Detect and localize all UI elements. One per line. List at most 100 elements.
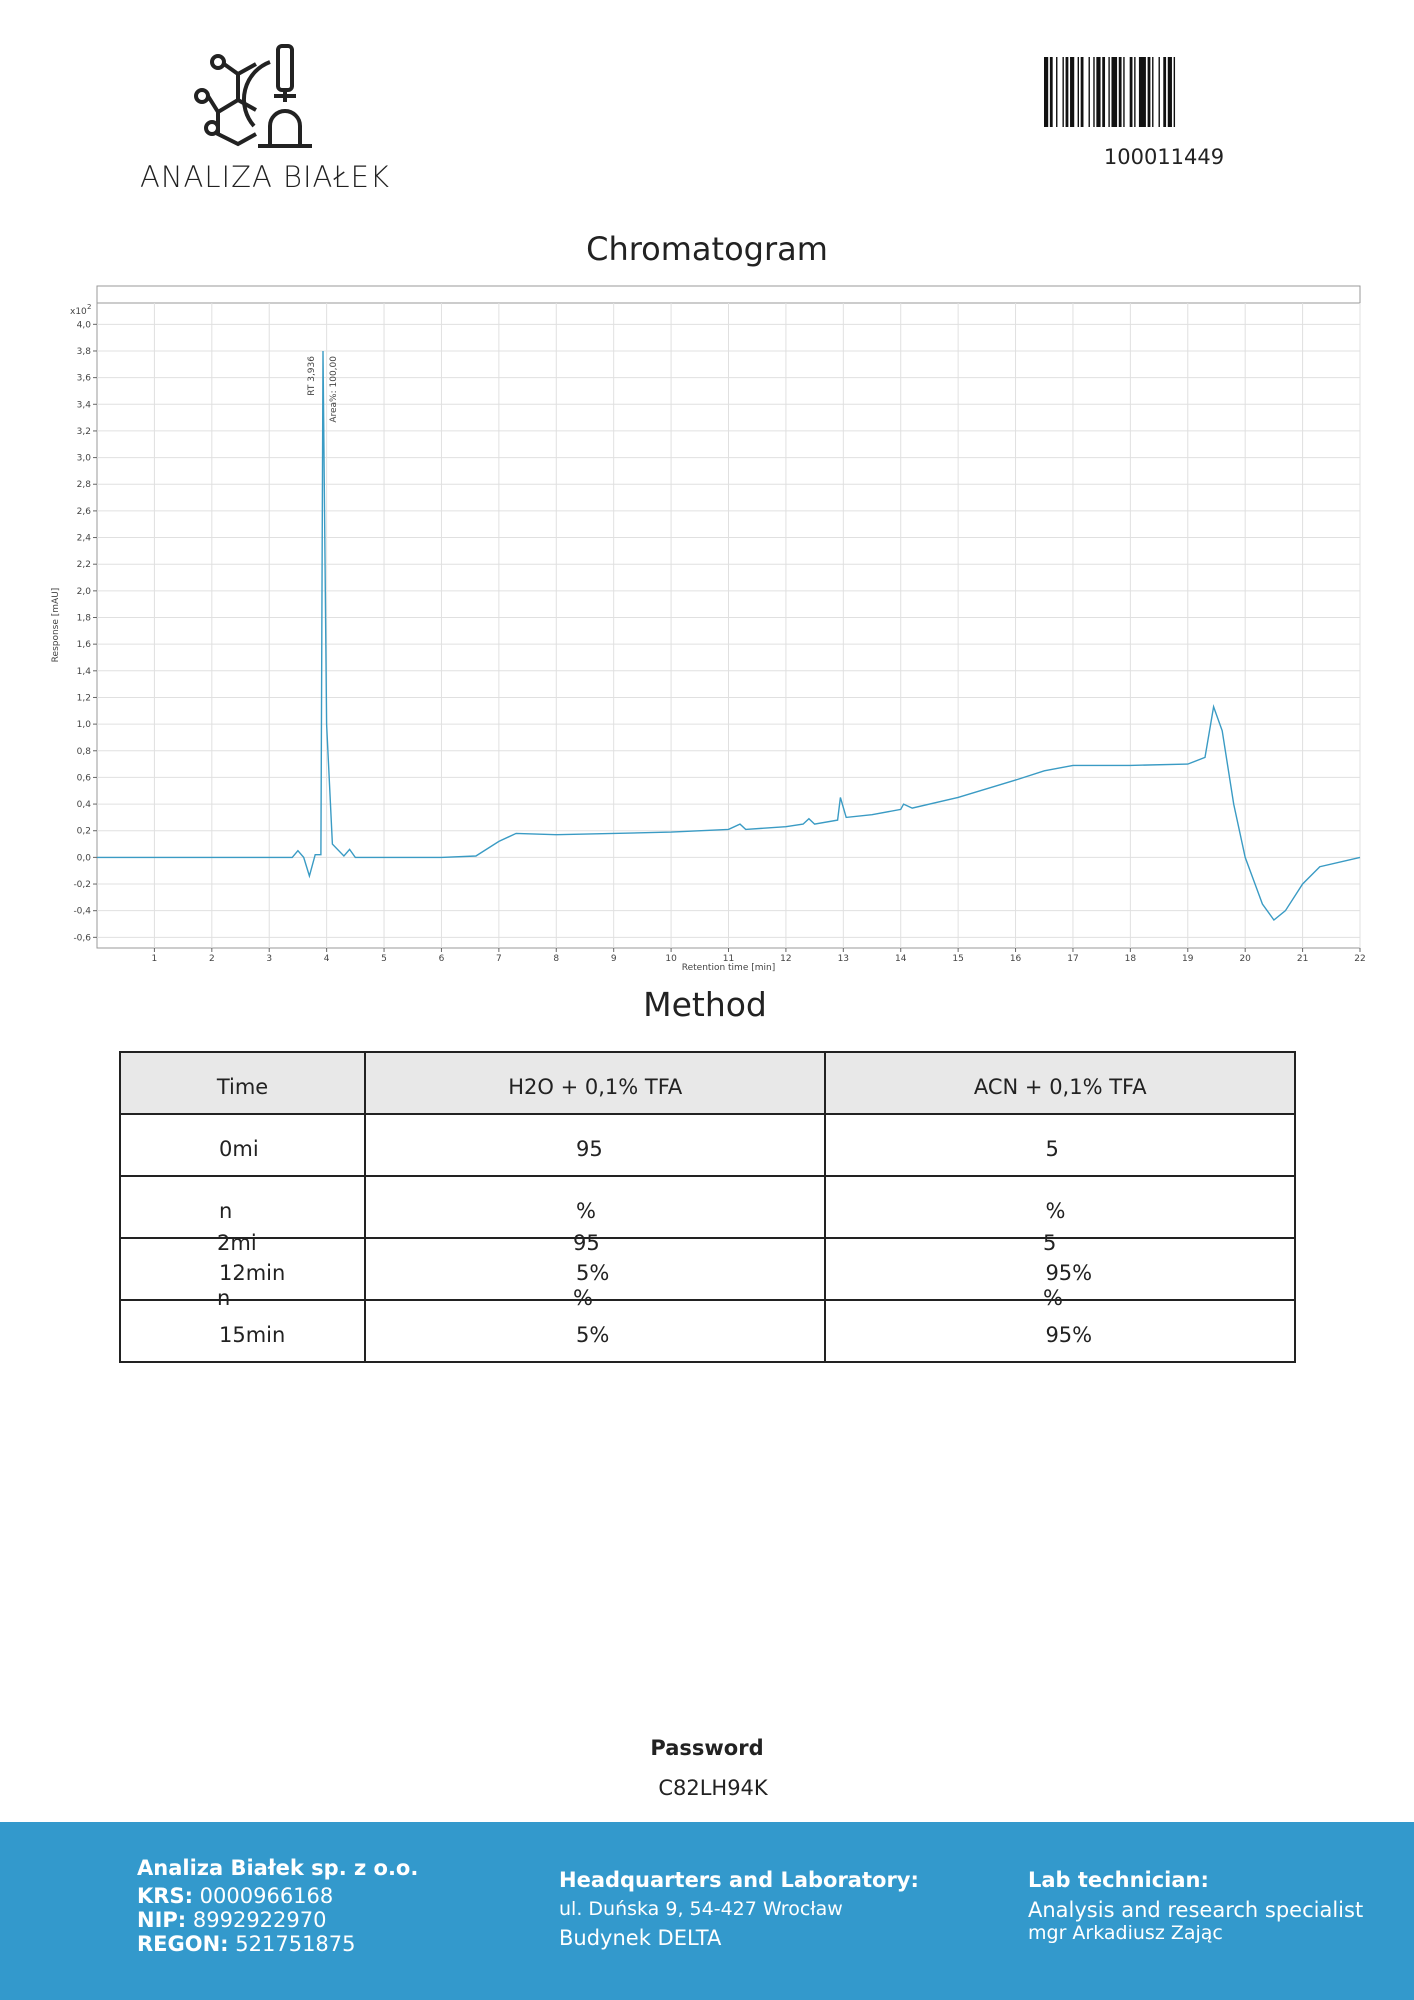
y-tick-label: 2,4 (77, 534, 92, 544)
y-tick-label: 0,0 (77, 853, 92, 863)
footer: Analiza Białek sp. z o.o. KRS: 000096616… (0, 1822, 1414, 2000)
y-axis-label: Response [mAU] (51, 588, 61, 663)
table-row: 15min 5% 95% (118, 1299, 1296, 1363)
x-tick-label: 2 (209, 954, 215, 964)
x-tick-label: 18 (1125, 954, 1137, 964)
y-tick-label: -0,2 (73, 880, 91, 890)
password-label: Password (650, 1736, 764, 1760)
table-row: 12min 5% 95% (118, 1237, 1296, 1301)
method-title: Method (643, 985, 767, 1024)
table-cell: 95 (364, 1113, 827, 1177)
y-tick-label: 1,4 (77, 667, 92, 677)
x-tick-label: 15 (952, 954, 963, 964)
id-label: REGON: (137, 1932, 229, 1956)
table-cell: n (118, 1175, 367, 1239)
table-cell: 5 (824, 1113, 1296, 1177)
header-row: Time H2O + 0,1% TFA ACN + 0,1% TFA (118, 1051, 1296, 1115)
id-label: KRS: (137, 1884, 193, 1908)
x-tick-label: 20 (1239, 954, 1251, 964)
y-tick-label: 2,2 (77, 560, 91, 570)
tech-line: mgr Arkadiusz Zając (1028, 1922, 1223, 1944)
y-tick-label: 2,0 (77, 587, 92, 597)
id-line: KRS: 0000966168 (137, 1884, 356, 1908)
table-cell: 95% (824, 1237, 1296, 1301)
barcode-bar (1147, 57, 1151, 127)
y-tick-label: 3,2 (77, 427, 91, 437)
y-scale-label: x10 (70, 307, 87, 317)
barcode-bar (1111, 57, 1118, 127)
x-tick-label: 16 (1010, 954, 1022, 964)
table-cell: 0mi (118, 1113, 367, 1177)
y-tick-label: -0,6 (73, 933, 91, 943)
x-tick-label: 17 (1067, 954, 1078, 964)
barcode-bar (1070, 57, 1075, 127)
id-value: 0000966168 (199, 1884, 334, 1908)
id-line: REGON: 521751875 (137, 1932, 356, 1956)
y-tick-label: 1,2 (77, 693, 91, 703)
y-tick-label: 0,6 (77, 773, 92, 783)
trace (97, 350, 1361, 922)
y-tick-label: 1,8 (77, 614, 92, 624)
x-tick-label: 22 (1354, 954, 1365, 964)
table-cell: 15min (118, 1299, 367, 1363)
y-tick-label: 3,4 (77, 400, 92, 410)
overlay-text: % (573, 1286, 593, 1310)
method-table: Time H2O + 0,1% TFA ACN + 0,1% TFA 0mi 95 5 n%… (118, 1051, 1296, 1363)
barcode-bar (1093, 57, 1095, 127)
y-tick-label: 3,6 (77, 374, 92, 384)
barcode-bar (1096, 57, 1101, 127)
x-tick-label: 11 (723, 954, 734, 964)
barcode-bar (1158, 57, 1160, 127)
chart-title: Chromatogram (586, 230, 828, 268)
overlay-text: 95 (573, 1231, 600, 1255)
y-tick-label: 0,4 (77, 800, 92, 810)
barcode-bar (1167, 57, 1172, 127)
x-tick-label: 6 (439, 954, 445, 964)
table-row: n%% (118, 1175, 1296, 1239)
y-tick-label: 3,0 (77, 454, 92, 464)
barcode-bar (1163, 57, 1167, 127)
y-tick-label: 2,8 (77, 480, 92, 490)
x-tick-label: 13 (838, 954, 849, 964)
barcode (1044, 57, 1176, 127)
tech-title: Lab technician: (1028, 1868, 1209, 1892)
overlay-text: n (217, 1286, 231, 1310)
x-tick-label: 5 (381, 954, 387, 964)
table-cell: 5% (364, 1299, 827, 1363)
id-value: 521751875 (235, 1932, 356, 1956)
id-line: NIP: 8992922970 (137, 1908, 356, 1932)
barcode-bar (1062, 57, 1064, 127)
y-tick-label: 0,8 (77, 747, 92, 757)
x-tick-label: 4 (324, 954, 330, 964)
x-tick-label: 8 (553, 954, 559, 964)
hq-line: ul. Duńska 9, 54-427 Wrocław (559, 1898, 843, 1920)
password-value: C82LH94K (658, 1776, 768, 1800)
barcode-bar (1173, 57, 1176, 127)
hq-line: Budynek DELTA (559, 1926, 722, 1950)
overlay-text: % (1043, 1286, 1063, 1310)
barcode-bar (1049, 57, 1053, 127)
table-cell: % (824, 1175, 1296, 1239)
y-tick-label: -0,4 (73, 907, 91, 917)
x-tick-label: 9 (611, 954, 617, 964)
overlay-text: 5 (1043, 1231, 1057, 1255)
barcode-bar (1123, 57, 1125, 127)
company-ids: KRS: 0000966168 NIP: 8992922970 REGON: 521… (137, 1884, 356, 1956)
barcode-bar (1102, 57, 1106, 127)
hq-title: Headquarters and Laboratory: (559, 1868, 919, 1892)
chart: -0,6 -0,4 -0,2 0,0 0,2 0,4 0,6 0,8 1,0 1,2 1,4 1,6 1… (51, 285, 1366, 973)
peak-annotation: RT 3,936 (307, 356, 317, 396)
barcode-bar (1044, 57, 1049, 127)
barcode-bar (1088, 57, 1090, 127)
logo-icon (194, 44, 312, 148)
barcode-bar (1118, 57, 1122, 127)
company: Analiza Białek sp. z o.o. (137, 1856, 419, 1880)
x-axis-label: Retention time [min] (682, 963, 775, 973)
header-cell: ACN + 0,1% TFA (824, 1051, 1296, 1115)
table-cell: 5% (364, 1237, 827, 1301)
y-tick-label: 1,6 (77, 640, 92, 650)
table-row: 0mi 95 5 (118, 1113, 1296, 1177)
peak-annotation: Area%: 100,00 (329, 356, 339, 423)
table-cell: 95% (824, 1299, 1296, 1363)
barcode-bar (1129, 57, 1133, 127)
